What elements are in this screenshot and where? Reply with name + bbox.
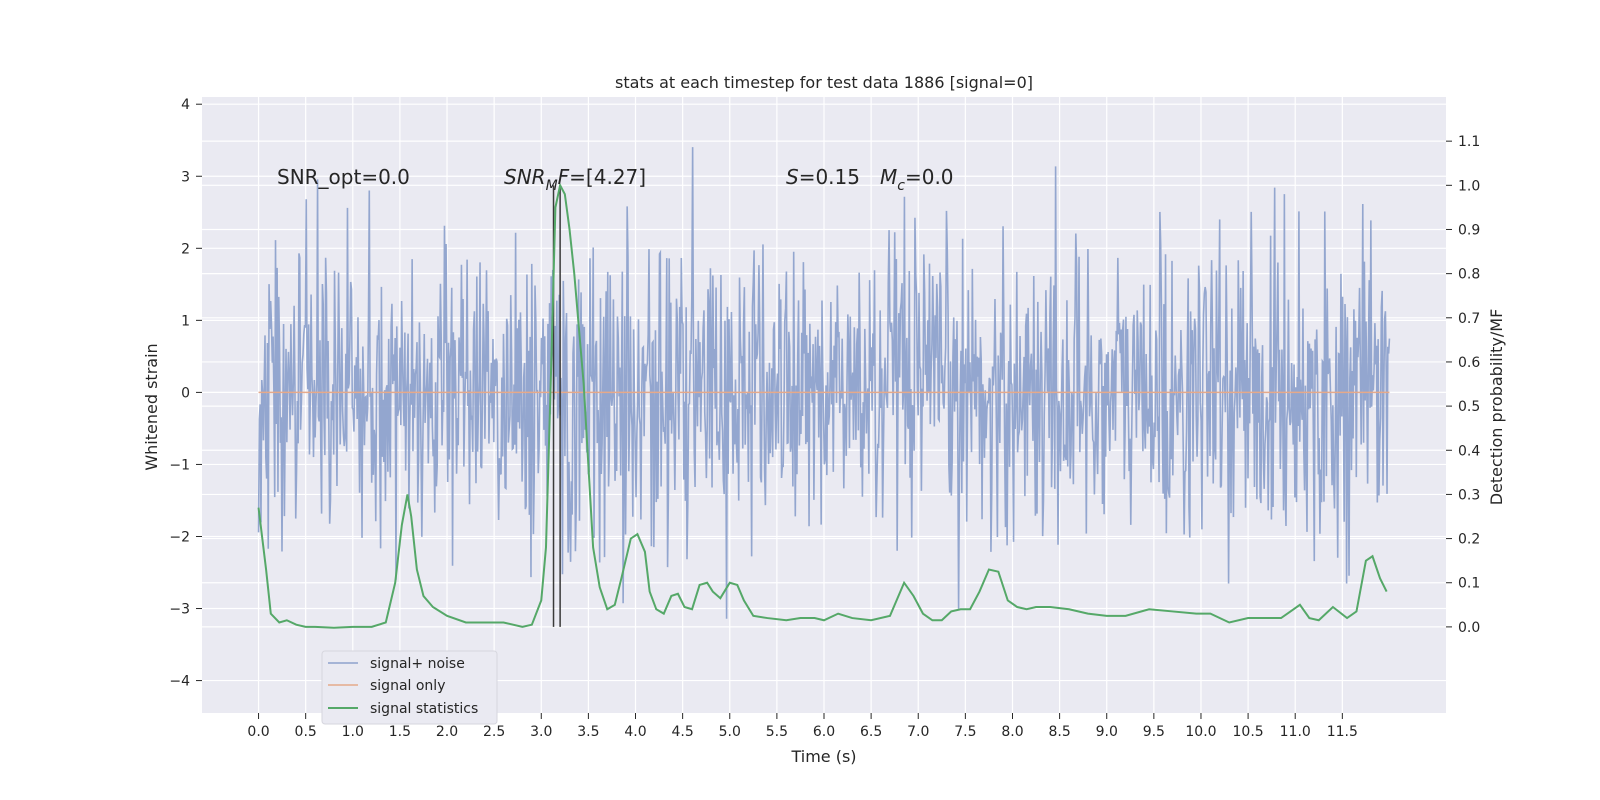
legend-label-signal-plus-noise: signal+ noise (370, 656, 465, 672)
right-y-axis-label: Detection probability/MF (1487, 309, 1506, 506)
series-signal-statistics (257, 182, 1388, 629)
series-signal-plus-noise (257, 147, 1391, 619)
right-y-tick-label: 1.1 (1458, 134, 1480, 150)
x-tick-label: 4.0 (624, 724, 646, 740)
x-tick-label: 2.5 (483, 724, 505, 740)
right-y-tick-label: 0.6 (1458, 355, 1480, 371)
x-tick-label: 1.0 (342, 724, 364, 740)
x-tick-label: 5.0 (719, 724, 741, 740)
snr-mf-sub: M (546, 178, 558, 194)
right-y-tick-label: 0.5 (1458, 399, 1480, 415)
left-y-tick-label: 1 (181, 313, 190, 329)
signal-plus-noise-trace (257, 147, 1391, 619)
x-tick-label: 7.0 (907, 724, 929, 740)
x-tick-label: 11.5 (1327, 724, 1358, 740)
x-tick-label: 3.5 (577, 724, 599, 740)
mc-value: =0.0 (905, 165, 954, 189)
left-y-axis-label: Whitened strain (142, 343, 161, 470)
legend: signal+ noise signal only signal statist… (321, 650, 498, 725)
x-tick-label: 9.5 (1143, 724, 1165, 740)
left-y-tick-label: 2 (181, 241, 190, 257)
annotation-snr-mf: SNRMF=[4.27] (504, 165, 646, 194)
x-tick-label: 7.5 (954, 724, 976, 740)
left-y-tick-label: −1 (169, 457, 190, 473)
x-tick-label: 11.0 (1280, 724, 1311, 740)
left-y-tick-label: −3 (169, 602, 190, 618)
legend-box (321, 650, 498, 725)
mc-sub: c (897, 178, 905, 194)
legend-label-signal-only: signal only (370, 678, 445, 694)
s-value: =0.15 (799, 165, 860, 189)
right-y-tick-label: 0.8 (1458, 267, 1480, 283)
x-tick-label: 1.5 (389, 724, 411, 740)
right-y-tick-label: 0.0 (1458, 620, 1480, 636)
x-tick-label: 4.5 (672, 724, 694, 740)
right-y-tick-label: 0.7 (1458, 311, 1480, 327)
x-tick-label: 8.5 (1048, 724, 1070, 740)
right-y-tick-label: 1.0 (1458, 178, 1480, 194)
snr-mf-rest: =[4.27] (569, 165, 646, 189)
x-tick-label: 6.5 (860, 724, 882, 740)
right-y-axis-ticks: 1.1 1.0 0.9 0.8 0.7 0.6 0.5 0.4 0.3 0.2 0.1 0.0 (1446, 134, 1480, 636)
x-tick-label: 6.0 (813, 724, 835, 740)
x-tick-label: 0.0 (247, 724, 269, 740)
left-y-tick-label: 0 (181, 385, 190, 401)
annotation-mc: Mc=0.0 (880, 165, 954, 194)
x-tick-label: 8.0 (1001, 724, 1023, 740)
x-tick-label: 3.0 (530, 724, 552, 740)
snr-mf-base: SNR (504, 165, 546, 189)
left-y-tick-label: −2 (169, 529, 190, 545)
x-tick-label: 0.5 (295, 724, 317, 740)
mc-symbol: M (880, 165, 897, 189)
snr-mf-rest-italic: F (558, 165, 570, 189)
left-y-axis-ticks: 4 3 2 1 0 −1 −2 −3 −4 (169, 97, 202, 690)
left-y-tick-label: 4 (181, 97, 190, 113)
x-tick-label: 9.0 (1096, 724, 1118, 740)
right-y-tick-label: 0.1 (1458, 576, 1480, 592)
chart-title: stats at each timestep for test data 188… (615, 73, 1033, 92)
x-tick-label: 10.0 (1185, 724, 1216, 740)
x-tick-label: 10.5 (1233, 724, 1264, 740)
x-axis-ticks: 0.0 0.5 1.0 1.5 2.0 2.5 3.0 3.5 4.0 4.5 5.0 5.5 6.0 6… (247, 713, 1358, 740)
legend-label-signal-statistics: signal statistics (370, 701, 478, 717)
left-y-tick-label: 3 (181, 169, 190, 185)
x-tick-label: 2.0 (436, 724, 458, 740)
annotation-s: S=0.15 (786, 165, 860, 189)
s-symbol: S (786, 165, 799, 189)
right-y-tick-label: 0.9 (1458, 222, 1480, 238)
right-y-tick-label: 0.3 (1458, 487, 1480, 503)
x-tick-label: 5.5 (766, 724, 788, 740)
left-y-tick-label: −4 (169, 674, 190, 690)
right-y-tick-label: 0.4 (1458, 443, 1480, 459)
annotation-snr-opt: SNR_opt=0.0 (277, 165, 410, 189)
right-y-tick-label: 0.2 (1458, 532, 1480, 548)
x-axis-label: Time (s) (790, 747, 856, 766)
